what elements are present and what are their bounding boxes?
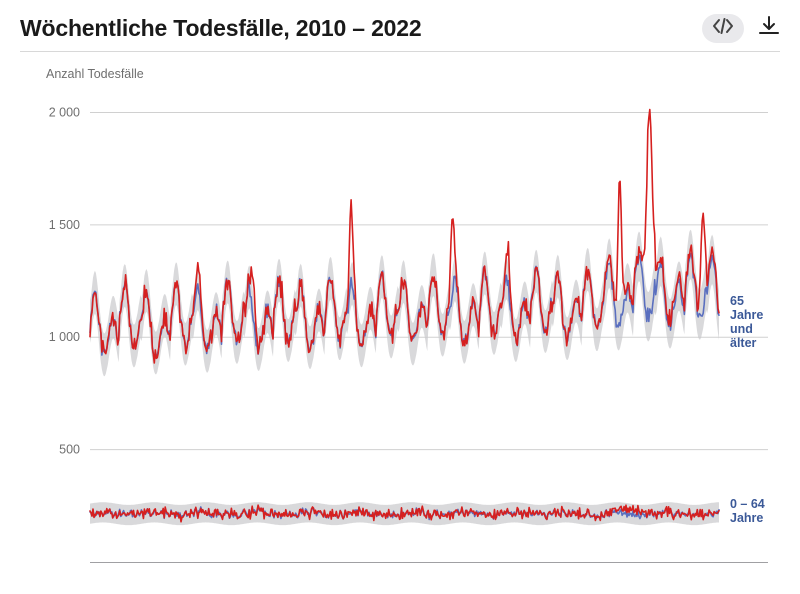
- header: Wöchentliche Todesfälle, 2010 – 2022: [20, 14, 780, 52]
- y-tick-label: 1 000: [49, 330, 80, 344]
- page-title: Wöchentliche Todesfälle, 2010 – 2022: [20, 15, 421, 42]
- embed-icon: [712, 18, 734, 39]
- end-label-65plus: 65Jahreundälter: [730, 294, 763, 350]
- download-button[interactable]: [758, 16, 780, 41]
- download-icon: [758, 16, 780, 41]
- y-tick-label: 1 500: [49, 218, 80, 232]
- embed-button[interactable]: [702, 14, 744, 43]
- expected-band-65plus: [90, 230, 719, 376]
- chart-frame: Wöchentliche Todesfälle, 2010 – 2022: [0, 0, 800, 594]
- end-label-0-64: 0 – 64Jahre: [730, 497, 765, 525]
- y-tick-label: 500: [59, 443, 80, 457]
- header-actions: [702, 14, 780, 43]
- chart-area: Anzahl Todesfälle 500 1 000 1 500 2 000 65Jah…: [20, 52, 780, 582]
- y-tick-label: 2 000: [49, 105, 80, 119]
- y-axis-label: Anzahl Todesfälle: [46, 67, 144, 81]
- chart-svg: Anzahl Todesfälle 500 1 000 1 500 2 000 65Jah…: [20, 52, 780, 582]
